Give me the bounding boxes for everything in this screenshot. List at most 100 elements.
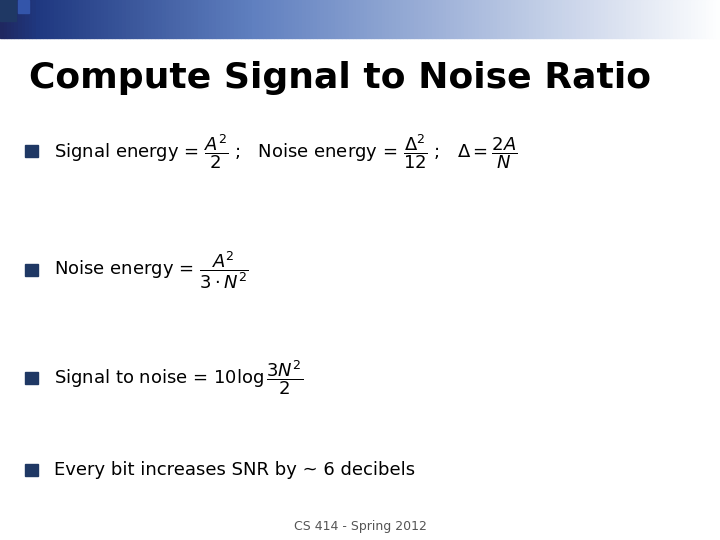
Bar [619,0,623,38]
Bar [212,0,216,38]
Bar [29,0,32,38]
Text: Every bit increases SNR by ~ 6 decibels: Every bit increases SNR by ~ 6 decibels [54,461,415,479]
Bar [691,0,695,38]
Bar [187,0,191,38]
Bar [706,0,709,38]
Bar [54,0,58,38]
Bar [616,0,619,38]
Bar [97,0,101,38]
Bar [256,0,259,38]
Bar [317,0,320,38]
Bar [284,0,288,38]
Bar [713,0,716,38]
Bar [630,0,634,38]
Bar [443,0,446,38]
Bar [133,0,137,38]
Bar [238,0,241,38]
Bar [32,0,36,38]
Bar [407,0,410,38]
Bar [450,0,454,38]
Bar [25,145,38,157]
Bar [324,0,328,38]
Bar [184,0,187,38]
Bar [40,0,43,38]
Bar [425,0,428,38]
Bar [140,0,144,38]
Text: CS 414 - Spring 2012: CS 414 - Spring 2012 [294,520,426,533]
Bar [540,0,544,38]
Bar [302,0,306,38]
Bar [547,0,551,38]
Bar [457,0,461,38]
Bar [328,0,331,38]
Bar [688,0,691,38]
Bar [659,0,662,38]
Bar [68,0,72,38]
Bar [504,0,508,38]
Bar [623,0,626,38]
Bar [522,0,526,38]
Bar [533,0,536,38]
Bar [479,0,482,38]
Bar [709,0,713,38]
Bar [155,0,158,38]
Bar [677,0,680,38]
Bar [176,0,180,38]
Bar [601,0,605,38]
Bar [493,0,497,38]
Bar [151,0,155,38]
Bar [673,0,677,38]
Bar [544,0,547,38]
Bar [72,0,76,38]
Bar [558,0,562,38]
Bar [169,0,173,38]
Bar [288,0,292,38]
Bar [374,0,378,38]
Bar [655,0,659,38]
Bar [295,0,299,38]
Bar [446,0,450,38]
Bar [194,0,198,38]
Bar [115,0,119,38]
Bar [292,0,295,38]
Bar [551,0,554,38]
Bar [331,0,335,38]
Bar [641,0,644,38]
Bar [90,0,94,38]
Bar [252,0,256,38]
Bar [234,0,238,38]
Bar [702,0,706,38]
Bar [364,0,367,38]
Bar [515,0,518,38]
Bar [684,0,688,38]
Bar [436,0,439,38]
Bar [83,0,86,38]
Bar [299,0,302,38]
Bar [313,0,317,38]
Bar [108,0,112,38]
Bar [18,0,29,13]
Bar [36,0,40,38]
Bar [191,0,194,38]
Bar [263,0,266,38]
Bar [25,372,38,384]
Bar [414,0,418,38]
Bar [349,0,353,38]
Bar [385,0,389,38]
Text: Noise energy = $\dfrac{A^2}{3 \cdot N^2}$: Noise energy = $\dfrac{A^2}{3 \cdot N^2}… [54,249,248,291]
Bar [605,0,608,38]
Bar [432,0,436,38]
Bar [486,0,490,38]
Bar [371,0,374,38]
Bar [205,0,209,38]
Bar [338,0,342,38]
Bar [50,0,54,38]
Bar [0,0,16,21]
Bar [223,0,227,38]
Bar [58,0,61,38]
Bar [227,0,230,38]
Bar [0,0,4,38]
Text: Compute Signal to Noise Ratio: Compute Signal to Noise Ratio [29,62,651,95]
Bar [652,0,655,38]
Bar [346,0,349,38]
